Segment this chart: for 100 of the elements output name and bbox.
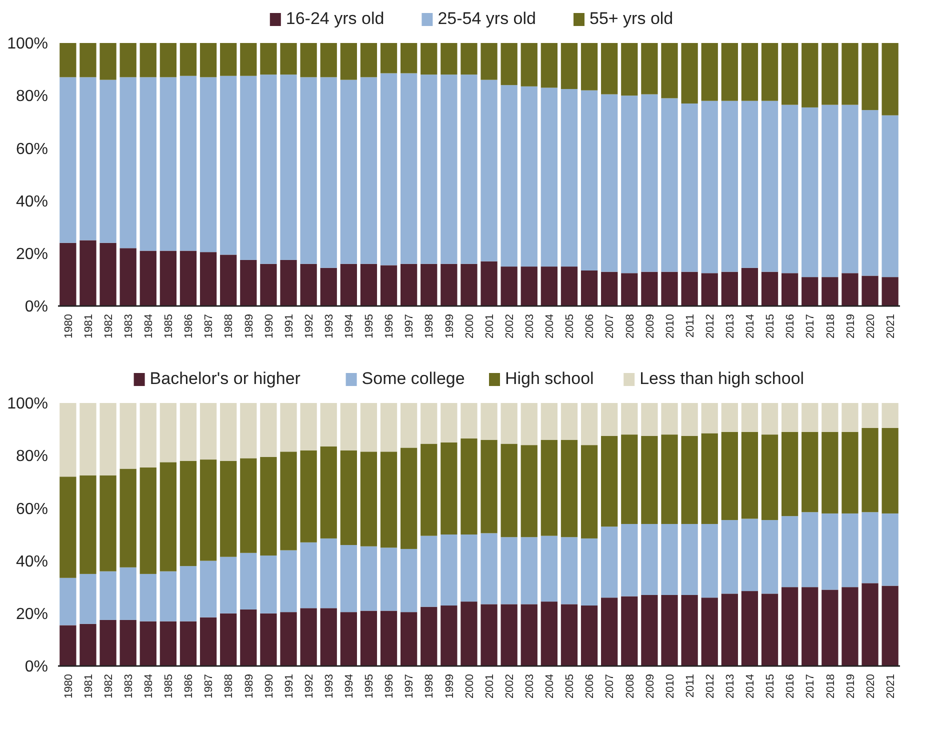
bar: [200, 252, 217, 306]
bar: [340, 264, 357, 306]
bar: [480, 80, 498, 262]
bar: [560, 604, 578, 666]
y-tick-label: 80%: [16, 88, 48, 106]
x-tick-label: 2007: [604, 674, 616, 698]
x-tick-label: 2017: [804, 314, 817, 338]
bar: [580, 403, 598, 446]
bar: [862, 403, 878, 428]
y-tick-label: 40%: [16, 193, 48, 210]
bar: [601, 436, 618, 527]
bar: [160, 77, 177, 251]
bar: [500, 444, 518, 538]
bar: [260, 403, 277, 457]
x-tick-label: 1993: [323, 674, 336, 698]
bar: [240, 43, 257, 76]
bar: [460, 602, 478, 666]
bar: [140, 403, 156, 468]
x-tick-label: 2020: [864, 314, 877, 338]
x-tick-label: 1990: [263, 314, 276, 338]
bar: [420, 43, 438, 75]
bar: [280, 612, 297, 666]
bar: [540, 602, 558, 666]
x-tick-label: 1987: [203, 674, 216, 698]
bar: [360, 264, 378, 306]
bar: [440, 264, 458, 306]
legend-label: Bachelor's or higher: [150, 369, 301, 388]
bar: [380, 73, 398, 266]
bar: [300, 77, 317, 264]
bar: [400, 448, 418, 549]
bar: [180, 403, 197, 461]
bar: [842, 104, 858, 274]
bar: [882, 43, 898, 116]
bar: [500, 537, 518, 604]
bar: [320, 608, 337, 666]
bar: [380, 403, 398, 452]
bar: [120, 43, 136, 78]
x-tick-label: 2001: [484, 674, 496, 698]
bar: [721, 594, 738, 666]
x-tick-label: 2012: [704, 314, 716, 338]
bar: [500, 85, 518, 267]
bar: [300, 542, 317, 608]
bar: [280, 550, 297, 612]
bar: [681, 594, 698, 666]
bar: [641, 43, 658, 94]
bar: [440, 606, 458, 666]
bar: [400, 612, 418, 666]
x-tick-label: 1981: [82, 674, 95, 698]
bar: [520, 537, 538, 604]
bar: [822, 43, 838, 105]
bar: [621, 403, 638, 435]
bar: [140, 574, 156, 622]
bar: [540, 266, 558, 306]
bar: [601, 598, 618, 666]
bar: [80, 403, 96, 476]
x-tick-label: 1982: [102, 314, 115, 338]
x-tick-label: 2002: [504, 674, 516, 698]
bar: [621, 434, 638, 524]
bar: [822, 277, 838, 306]
bar: [260, 456, 277, 556]
bar: [340, 450, 357, 546]
bar: [180, 460, 197, 566]
x-tick-label: 1993: [323, 314, 336, 338]
y-tick-label: 60%: [16, 500, 48, 518]
x-tick-label: 1995: [364, 674, 376, 698]
bar: [560, 440, 578, 538]
x-tick-label: 1991: [283, 674, 296, 698]
legend-label: Some college: [362, 369, 465, 388]
x-tick-label: 1994: [344, 674, 356, 698]
x-tick-label: 1981: [82, 314, 95, 338]
bar: [320, 268, 337, 306]
bar: [601, 526, 618, 598]
bar: [440, 403, 458, 442]
x-tick-label: 2002: [504, 314, 516, 338]
bar: [60, 578, 76, 626]
x-tick-label: 1995: [364, 314, 376, 338]
bar: [882, 428, 898, 514]
bar: [360, 43, 378, 78]
bar: [280, 43, 297, 75]
bar: [802, 107, 818, 278]
bar: [340, 612, 357, 666]
bar: [60, 625, 76, 666]
bar: [661, 594, 678, 666]
x-tick-label: 2001: [484, 314, 496, 338]
bar: [200, 43, 217, 78]
bar: [140, 467, 156, 574]
bar: [140, 250, 156, 306]
bar: [220, 403, 237, 461]
x-tick-label: 1992: [303, 314, 316, 338]
bar: [240, 458, 257, 553]
bar: [882, 115, 898, 278]
bar: [802, 277, 818, 306]
x-tick-label: 1990: [263, 674, 276, 698]
bar: [802, 432, 818, 512]
bar: [260, 264, 277, 306]
bar: [580, 43, 598, 90]
bar: [140, 77, 156, 251]
y-tick-label: 0%: [24, 658, 48, 676]
bar: [420, 74, 438, 264]
bar: [340, 545, 357, 612]
